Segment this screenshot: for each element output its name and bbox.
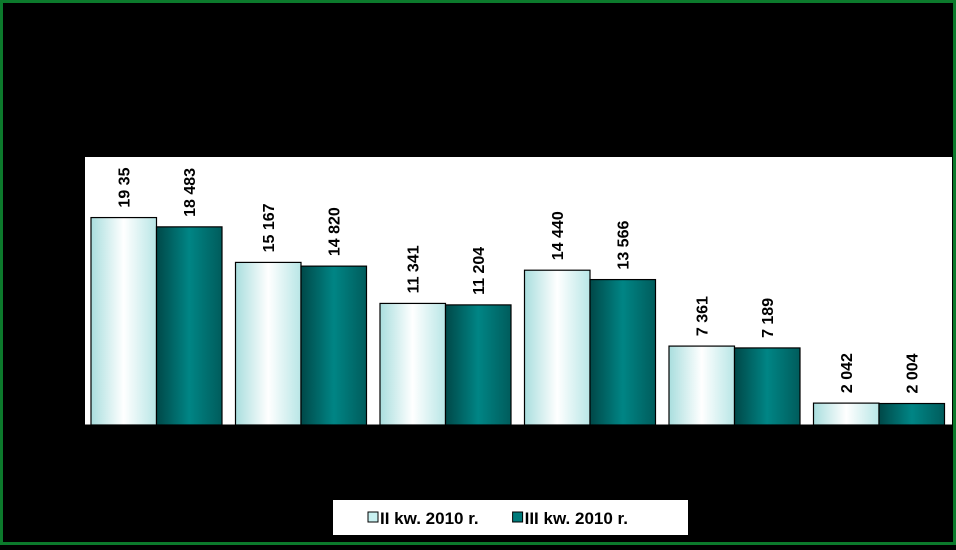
data-label: 14 440 (550, 211, 567, 260)
bar (90, 216, 158, 425)
legend (333, 500, 688, 535)
bar (668, 345, 736, 425)
data-label: 13 566 (616, 221, 633, 270)
plot-area (85, 157, 952, 425)
data-label: 2 042 (839, 353, 856, 393)
data-label: 11 204 (471, 247, 488, 295)
legend-swatch (367, 511, 379, 523)
legend-label: II kw. 2010 r. (380, 509, 479, 528)
bar (878, 402, 946, 425)
data-label: 11 341 (406, 245, 423, 293)
data-label: 2 004 (905, 353, 922, 393)
data-label: 7 189 (760, 298, 777, 338)
legend-swatch (512, 511, 524, 523)
bar (589, 278, 657, 425)
bar (379, 302, 447, 425)
bar (812, 402, 880, 425)
data-label: 7 361 (695, 296, 712, 336)
data-label: 14 820 (327, 207, 344, 256)
legend-label: III kw. 2010 r. (525, 509, 628, 528)
data-label: 18 483 (182, 168, 199, 217)
data-label: 15 167 (261, 203, 278, 252)
bar (300, 265, 368, 425)
data-label: 19 35 (117, 167, 134, 207)
bar (733, 347, 801, 425)
bar (444, 304, 512, 425)
legend-items: II kw. 2010 r. III kw. 2010 r. (367, 509, 628, 528)
bar (234, 261, 302, 425)
bar (523, 269, 591, 425)
bar (155, 226, 223, 425)
